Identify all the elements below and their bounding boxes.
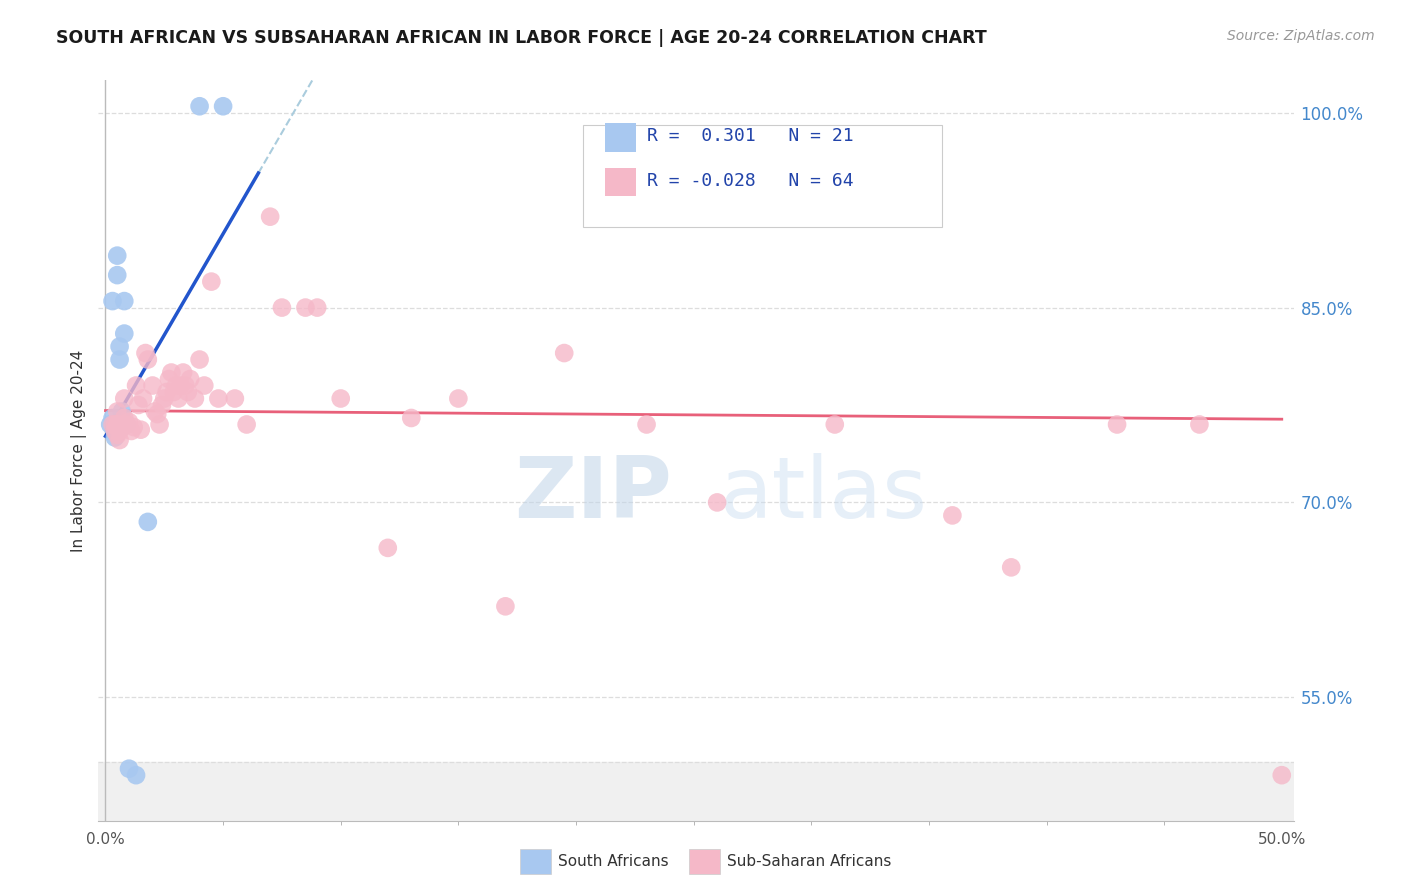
Point — [112, 411, 135, 425]
Point — [153, 392, 176, 406]
Point — [143, 404, 166, 418]
Point — [132, 392, 155, 406]
Point — [172, 366, 194, 380]
Text: R = -0.028   N = 64: R = -0.028 N = 64 — [647, 172, 853, 190]
Point — [307, 301, 329, 315]
Point — [177, 384, 200, 399]
Point — [129, 423, 152, 437]
Text: SOUTH AFRICAN VS SUBSAHARAN AFRICAN IN LABOR FORCE | AGE 20-24 CORRELATION CHART: SOUTH AFRICAN VS SUBSAHARAN AFRICAN IN L… — [56, 29, 987, 46]
Point — [127, 398, 149, 412]
Point — [112, 392, 135, 406]
Point — [105, 268, 128, 282]
Point — [1188, 417, 1211, 432]
Point — [235, 417, 257, 432]
Point — [224, 392, 246, 406]
Point — [149, 417, 172, 432]
Point — [157, 372, 180, 386]
Point — [494, 599, 516, 614]
Text: R =  0.301   N = 21: R = 0.301 N = 21 — [647, 128, 853, 145]
Point — [118, 415, 141, 429]
Point — [377, 541, 399, 555]
Point — [160, 366, 183, 380]
Point — [329, 392, 352, 406]
Point — [163, 384, 186, 399]
Point — [134, 346, 156, 360]
Point — [447, 392, 470, 406]
Point — [294, 301, 316, 315]
Point — [122, 420, 145, 434]
Point — [108, 417, 131, 432]
Point — [706, 495, 728, 509]
Point — [1107, 417, 1129, 432]
Point — [111, 420, 134, 434]
Point — [108, 352, 131, 367]
Point — [193, 378, 215, 392]
Point — [98, 417, 121, 432]
Point — [136, 352, 159, 367]
Point — [170, 378, 193, 392]
Point — [271, 301, 294, 315]
Point — [112, 294, 135, 309]
Point — [401, 411, 423, 425]
Text: Sub-Saharan Africans: Sub-Saharan Africans — [727, 855, 891, 869]
Point — [207, 392, 229, 406]
Point — [105, 249, 128, 263]
Point — [101, 411, 124, 425]
Point — [101, 294, 124, 309]
Point — [136, 515, 159, 529]
Point — [553, 346, 575, 360]
Text: ZIP: ZIP — [515, 453, 672, 536]
Point — [111, 404, 134, 418]
Point — [105, 428, 128, 442]
Point — [636, 417, 658, 432]
Point — [101, 417, 124, 432]
Point — [125, 378, 148, 392]
Point — [165, 378, 187, 392]
Point — [167, 392, 190, 406]
Point — [104, 417, 127, 432]
Point — [115, 417, 138, 432]
Point — [1271, 768, 1294, 782]
Point — [824, 417, 846, 432]
Point — [112, 326, 135, 341]
Point — [108, 424, 131, 438]
Point — [105, 417, 128, 432]
Point — [184, 392, 207, 406]
Point — [188, 352, 211, 367]
Point — [941, 508, 963, 523]
Point — [125, 768, 148, 782]
Point — [179, 372, 201, 386]
Point — [111, 420, 134, 434]
Point — [150, 398, 173, 412]
Point — [141, 378, 163, 392]
Point — [104, 430, 127, 444]
Point — [156, 384, 179, 399]
Point — [111, 417, 134, 432]
Point — [212, 99, 235, 113]
Point — [105, 404, 128, 418]
Bar — [98, 762, 1294, 821]
Point — [174, 378, 197, 392]
Point — [105, 417, 128, 432]
Point — [1000, 560, 1022, 574]
Point — [188, 99, 211, 113]
Point — [104, 424, 127, 438]
Point — [118, 762, 141, 776]
Text: Source: ZipAtlas.com: Source: ZipAtlas.com — [1227, 29, 1375, 43]
Point — [108, 433, 131, 447]
Point — [108, 340, 131, 354]
Point — [146, 407, 169, 421]
Y-axis label: In Labor Force | Age 20-24: In Labor Force | Age 20-24 — [72, 350, 87, 551]
Point — [200, 275, 222, 289]
Text: atlas: atlas — [720, 453, 928, 536]
Point — [120, 424, 142, 438]
Point — [115, 417, 138, 432]
Point — [104, 424, 127, 438]
Point — [259, 210, 281, 224]
Text: South Africans: South Africans — [558, 855, 669, 869]
